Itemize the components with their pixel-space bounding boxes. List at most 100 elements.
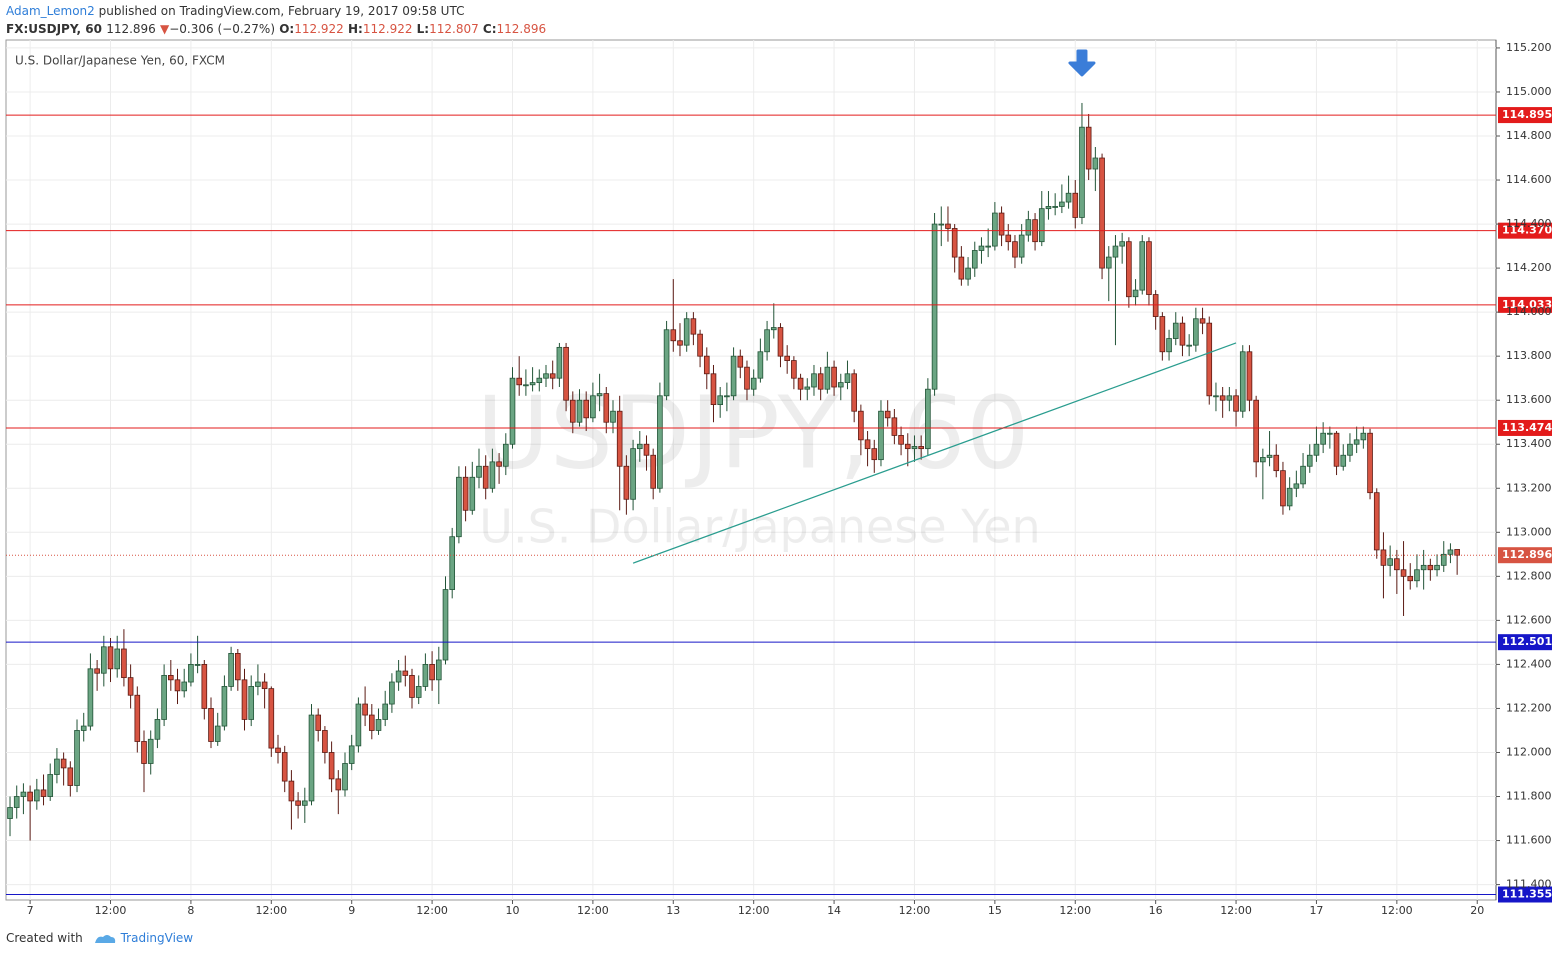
candle-body: [1333, 432, 1340, 467]
candle-body: [683, 318, 690, 346]
x-tick-label: 14: [827, 904, 841, 917]
candle-body: [389, 681, 395, 705]
price: 112.896: [106, 22, 156, 36]
candle-body: [1394, 558, 1400, 571]
candle-body: [596, 393, 603, 397]
candle-body: [878, 410, 884, 461]
candle-body: [1018, 234, 1025, 258]
candle-body: [60, 758, 67, 769]
candle-body: [228, 653, 234, 687]
y-tick-label: 111.600: [1506, 834, 1552, 847]
candle-body: [482, 465, 489, 489]
candle-body: [409, 675, 415, 698]
candle-body: [1414, 569, 1420, 582]
candle-body: [114, 648, 121, 670]
x-tick-label: 20: [1470, 904, 1484, 917]
trendline: [632, 342, 1237, 564]
brand[interactable]: TradingView: [120, 931, 194, 945]
x-tick-label: 12:00: [577, 904, 609, 917]
candle-body: [181, 681, 188, 692]
candle-body: [201, 664, 208, 709]
x-tick-label: 16: [1149, 904, 1163, 917]
candle-body: [1420, 564, 1427, 571]
candle-body: [1172, 322, 1179, 339]
marks: [7, 102, 1460, 841]
candle-body: [80, 725, 87, 731]
author[interactable]: Adam_Lemon2: [6, 4, 95, 18]
low: 112.807: [429, 22, 479, 36]
change: −0.306 (−0.27%): [169, 22, 275, 36]
change-arrow: ▼: [160, 22, 170, 36]
candle-body: [1454, 549, 1460, 556]
candle-body: [188, 664, 194, 683]
candle-body: [858, 410, 864, 441]
candle-body: [368, 714, 375, 731]
candle-body: [496, 461, 502, 467]
candle-body: [34, 789, 40, 802]
candle-body: [590, 395, 596, 419]
candle-body: [784, 355, 790, 361]
candle-body: [750, 377, 757, 390]
candle-body: [462, 476, 469, 511]
candle-body: [214, 725, 221, 742]
candle-body: [1347, 443, 1353, 456]
candle-body: [1360, 432, 1367, 441]
grid: [6, 40, 1496, 900]
last-price-label: 112.896: [1502, 548, 1552, 561]
candle-body: [891, 417, 898, 436]
candle-body: [583, 399, 590, 419]
x-tick-label: 12:00: [1220, 904, 1252, 917]
candle-body: [549, 373, 556, 379]
candle-body: [1440, 553, 1447, 566]
candle-body: [1273, 454, 1280, 472]
candle-body: [971, 250, 978, 269]
candle-body: [650, 454, 656, 489]
candle-body: [154, 719, 161, 740]
candle-body: [1132, 289, 1139, 298]
y-tick-label: 111.400: [1506, 878, 1552, 891]
candle-body: [670, 329, 677, 342]
chart: USDJPY, 60 U.S. Dollar/Japanese Yen U.S.…: [5, 39, 1552, 917]
candle-body: [1045, 206, 1052, 210]
candle-body: [27, 791, 33, 802]
candle-body: [690, 318, 697, 335]
candle-body: [1373, 492, 1380, 551]
y-tick-label: 113.400: [1506, 437, 1552, 450]
y-tick-label: 114.000: [1506, 305, 1552, 318]
candle-body: [1012, 241, 1018, 258]
candle-body: [121, 648, 127, 679]
candle-body: [509, 377, 516, 445]
candle-body: [610, 410, 616, 423]
candle-body: [871, 448, 878, 461]
candle-body: [422, 664, 429, 687]
candle-body: [147, 738, 154, 764]
candle-body: [342, 763, 348, 791]
candle-body: [141, 741, 147, 764]
candle-body: [1280, 470, 1286, 507]
candle-body: [844, 373, 851, 383]
candle-body: [1072, 192, 1079, 218]
candle-body: [630, 448, 636, 500]
candle-body: [194, 664, 201, 666]
candle-body: [1059, 201, 1065, 207]
candle-body: [221, 686, 228, 727]
candle-body: [1253, 399, 1259, 463]
legend: U.S. Dollar/Japanese Yen, 60, FXCM: [15, 54, 225, 68]
candle-body: [1112, 245, 1119, 258]
candle-body: [931, 223, 938, 390]
candle-body: [74, 730, 80, 786]
candle-body: [536, 377, 543, 383]
candle-body: [442, 589, 449, 661]
candle-body: [54, 758, 60, 775]
candle-body: [449, 536, 456, 590]
x-tick-label: 9: [348, 904, 355, 917]
candle-body: [710, 373, 717, 406]
logo: [94, 934, 115, 943]
candle-body: [1065, 192, 1072, 203]
candle-body: [569, 399, 576, 423]
candle-body: [804, 386, 811, 390]
candle-body: [777, 327, 784, 357]
candle-body: [831, 366, 837, 388]
candle-body: [348, 745, 355, 764]
candle-body: [429, 664, 435, 681]
